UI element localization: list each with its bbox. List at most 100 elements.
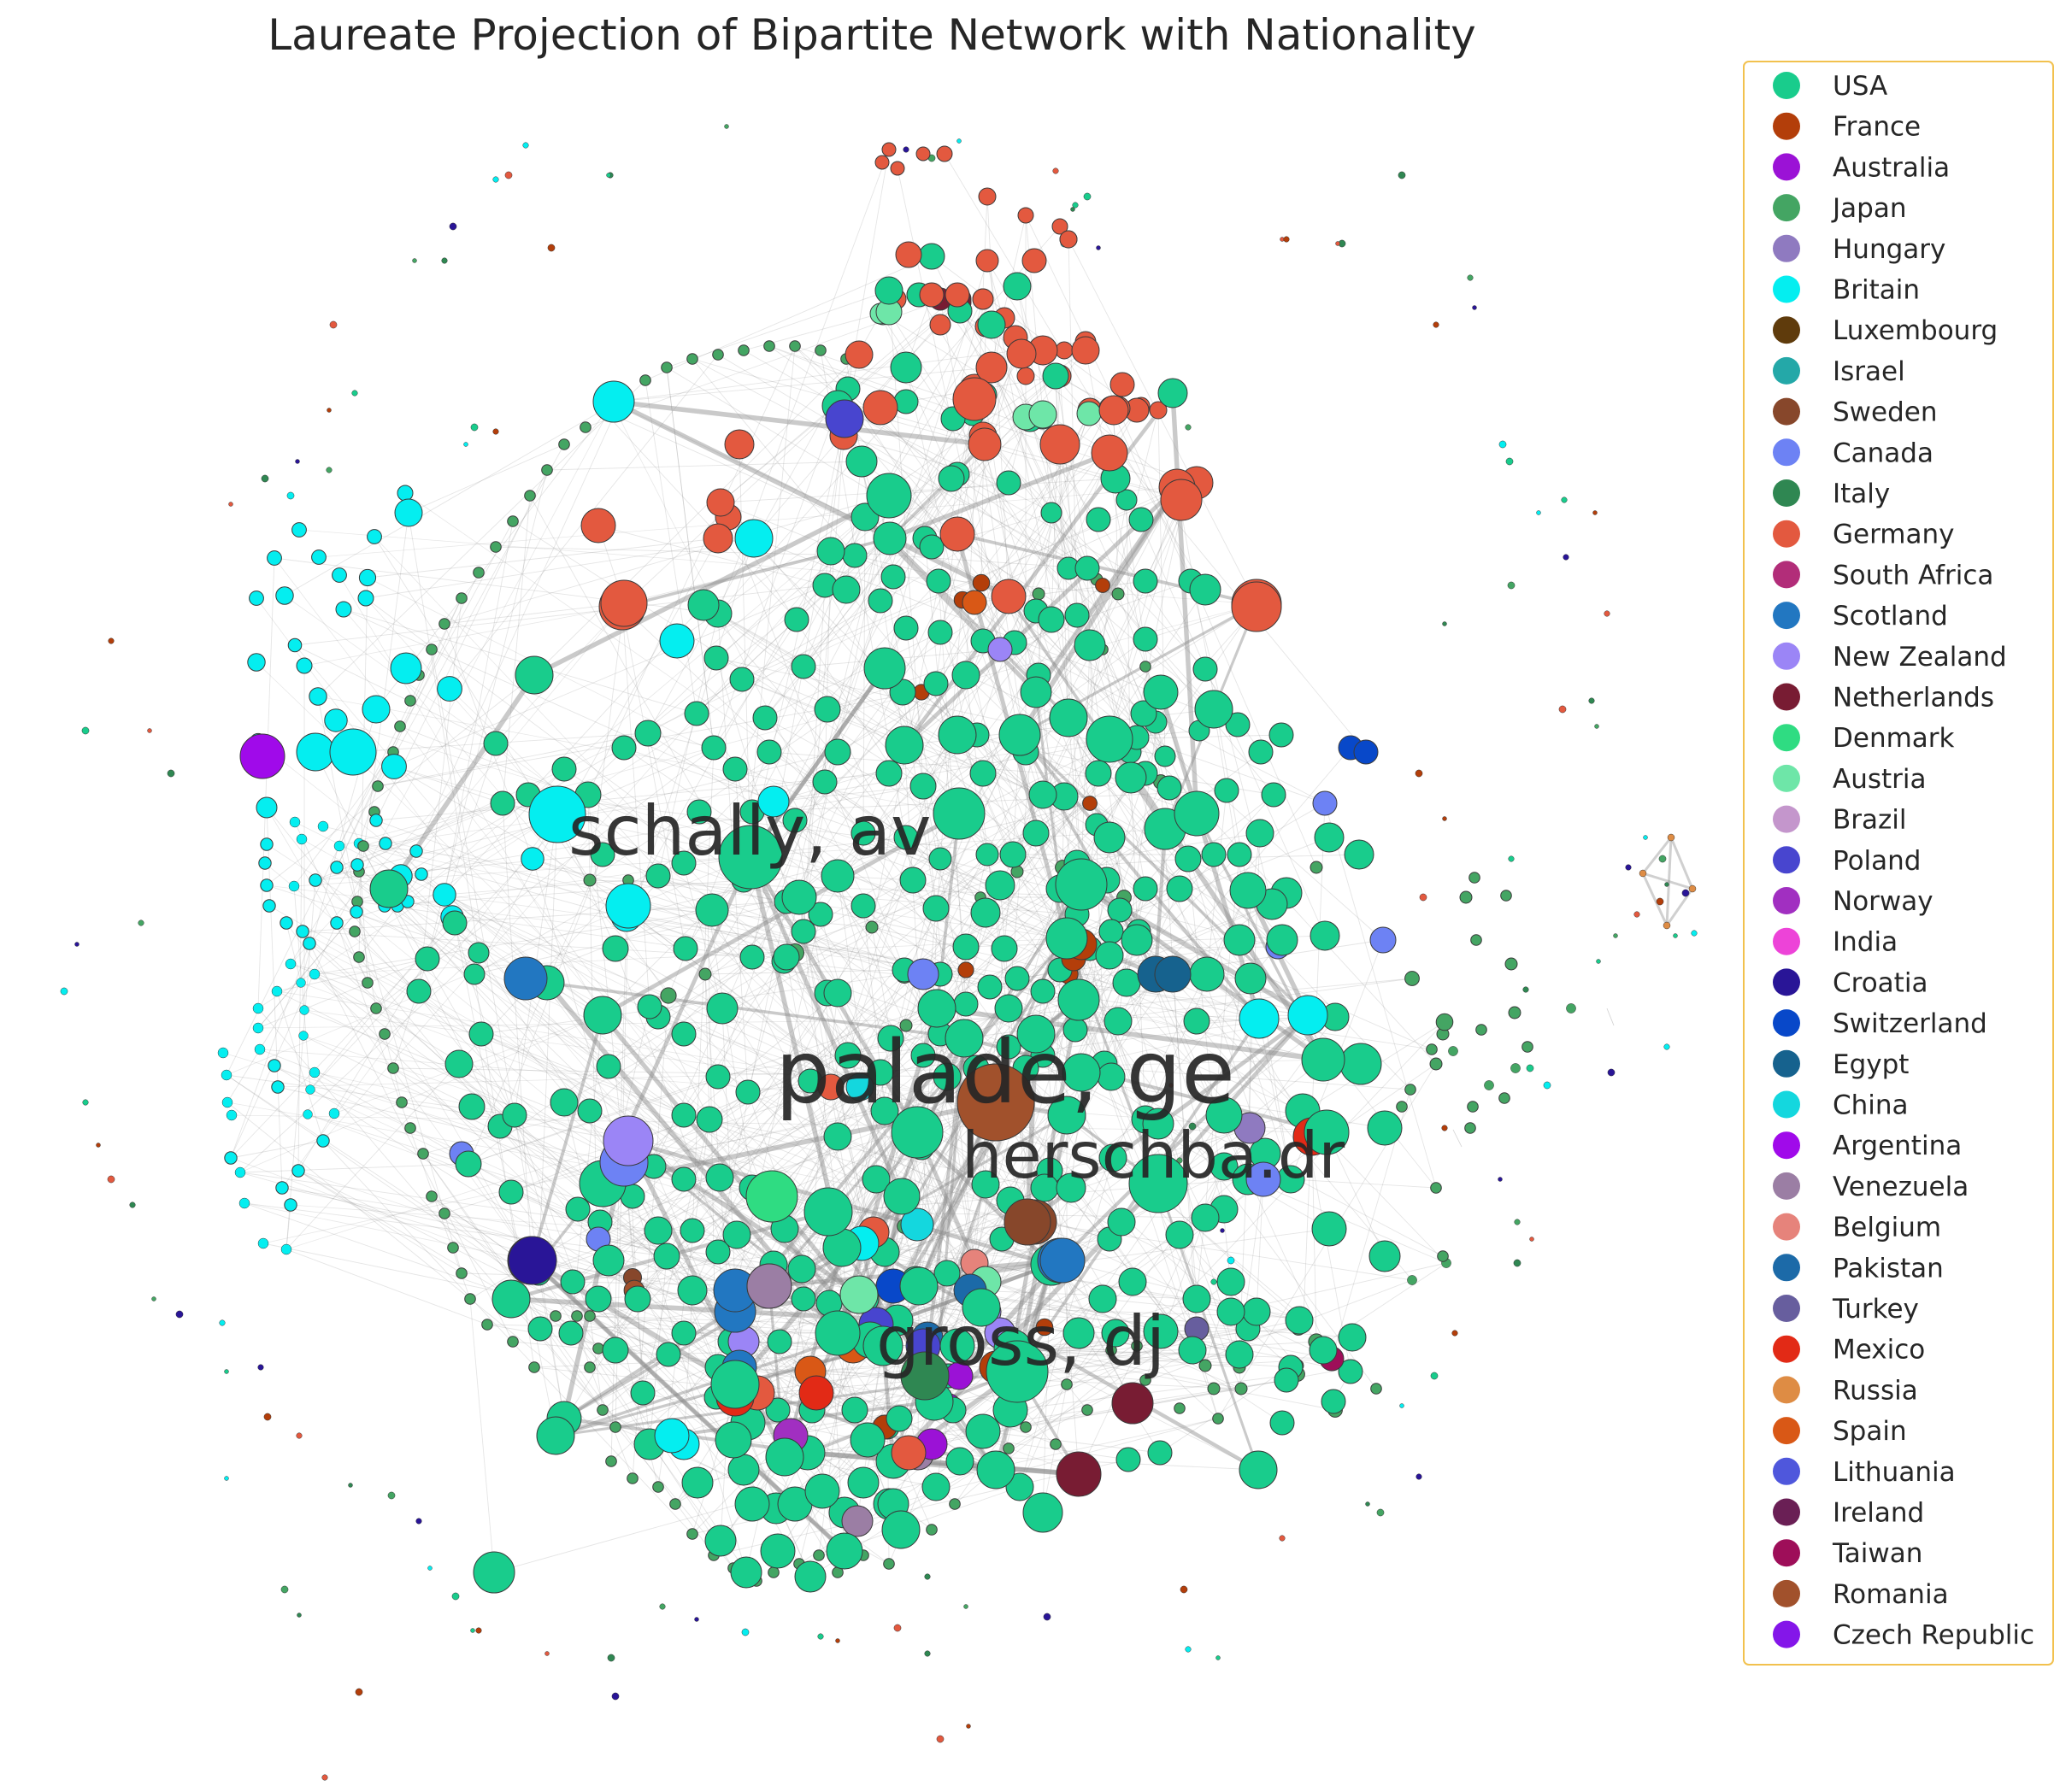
network-edge [1641,872,1669,926]
network-node [637,994,662,1019]
network-edge [239,1014,603,1173]
network-edge [597,992,839,1300]
legend-swatch [1773,927,1800,955]
network-node [784,607,809,632]
legend-item: Taiwan [1773,1538,1922,1569]
network-node [1442,621,1447,626]
network-edge [358,873,422,958]
network-edge [824,781,907,838]
network-edge [1012,931,1139,1349]
network-edge [976,413,1090,736]
network-node [299,1005,309,1015]
network-node [267,550,282,566]
network-node [258,856,272,870]
legend-label: Scotland [1833,601,1948,632]
network-edge [302,931,773,1197]
legend-item: Switzerland [1773,1008,1987,1039]
network-node [791,919,816,944]
network-edge [1176,486,1249,891]
network-node [1189,956,1225,992]
network-node [1310,861,1323,874]
network-edge [921,691,1324,1061]
network-edge [777,1409,1129,1460]
network-node [1588,697,1595,704]
network-node [263,1413,272,1421]
network-node [370,1002,382,1014]
legend-label: USA [1833,71,1887,102]
network-node [456,592,468,604]
network-edge [510,1191,753,1505]
network-node [994,994,1023,1023]
network-node [1681,889,1690,897]
network-node [107,1175,115,1184]
network-node [1522,986,1529,993]
network-node [1005,1472,1034,1501]
network-node [468,942,490,964]
legend-label: Israel [1833,356,1905,387]
network-node [877,1025,904,1052]
legend-item: Japan [1773,193,1906,224]
network-node [1061,1378,1073,1390]
network-edge [230,1157,1080,1475]
network-node [1498,1177,1503,1182]
network-node [596,1054,621,1079]
network-node [1121,924,1153,956]
network-edge [751,790,1227,813]
network-node [671,1320,697,1346]
network-node [862,1325,903,1366]
legend-swatch [1773,1498,1800,1526]
network-node [804,1473,840,1509]
legend-item: New Zealand [1773,642,2007,673]
network-node [1017,207,1034,224]
network-node [669,1498,681,1510]
network-edge [862,832,1208,975]
network-node [309,968,321,980]
network-node [921,1472,951,1501]
network-node [1604,610,1610,617]
network-edge [807,1450,1080,1477]
network-node [291,522,307,538]
network-node [924,1573,931,1580]
network-node [108,637,115,644]
network-node [686,799,712,825]
network-edge [773,737,1138,802]
network-node [1107,897,1133,923]
network-node [275,1181,289,1195]
legend-label: Ireland [1833,1498,1924,1529]
network-node [727,1454,760,1486]
legend-label: Belgium [1833,1213,1941,1243]
network-node [999,841,1027,868]
legend-swatch [1773,397,1800,426]
network-node [1370,1383,1382,1395]
network-edge [749,667,886,859]
network-edge [982,435,1206,670]
network-edge [530,1014,604,1261]
node-label-palade: palade, ge [775,1022,1235,1124]
network-node [1022,1492,1063,1533]
network-edge [1035,832,1174,975]
legend-label: Switzerland [1833,1008,1987,1039]
network-node [1309,1336,1338,1365]
legend-label: Poland [1833,845,1922,876]
network-node [369,869,409,908]
network-node [592,1244,625,1277]
network-edge [946,982,1127,1274]
network-node [1210,1278,1217,1285]
network-node [962,590,987,615]
network-edge [563,768,965,1039]
network-node [1035,1318,1054,1337]
legend-item: Austria [1773,764,1927,795]
network-node [684,701,709,726]
network-node [1016,367,1035,385]
legend-label: Britain [1833,275,1920,306]
network-node [492,176,499,183]
network-edge [393,585,826,767]
network-node [74,942,79,947]
network-node [1045,917,1088,960]
network-node [1475,1024,1487,1036]
legend-item: Argentina [1773,1131,1962,1161]
network-node [330,861,344,874]
network-node [933,1062,962,1091]
network-edge [597,525,826,586]
network-edge [1042,903,1273,992]
